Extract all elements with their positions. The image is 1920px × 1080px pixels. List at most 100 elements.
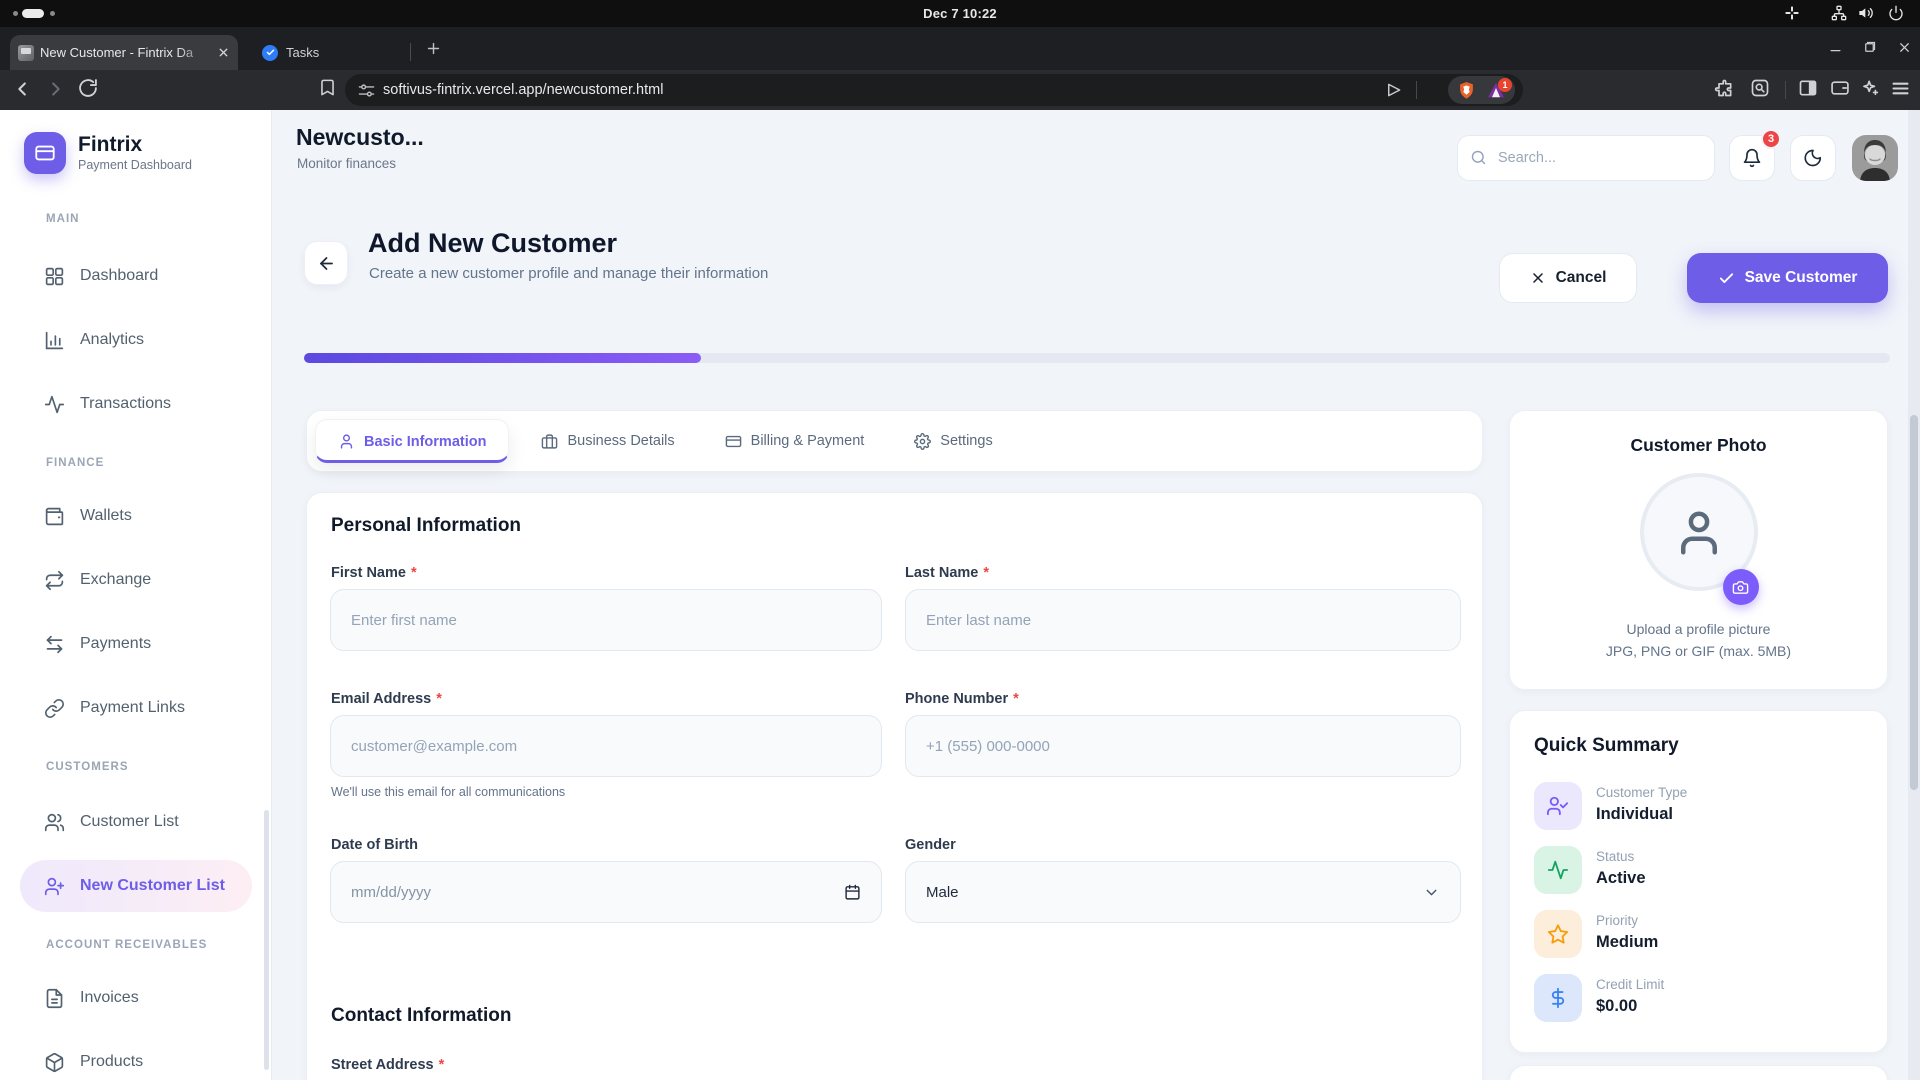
sidebar-item-exchange[interactable]: Exchange bbox=[20, 557, 252, 603]
sidebar-scrollbar[interactable] bbox=[264, 810, 269, 1070]
last-name-input[interactable] bbox=[906, 590, 1460, 650]
sidebar-item-new-customer-list[interactable]: New Customer List bbox=[20, 860, 252, 912]
sidebar-item-dashboard[interactable]: Dashboard bbox=[20, 253, 252, 299]
tab-label: Billing & Payment bbox=[750, 433, 865, 449]
link-icon bbox=[44, 698, 65, 718]
email-input[interactable] bbox=[331, 716, 881, 776]
power-icon[interactable] bbox=[1888, 5, 1904, 21]
summary-label: Priority bbox=[1596, 913, 1639, 928]
sidebar-item-payment-links[interactable]: Payment Links bbox=[20, 685, 252, 731]
tab-settings[interactable]: Settings bbox=[896, 420, 1010, 463]
network-icon[interactable] bbox=[1831, 5, 1847, 21]
back-nav-icon[interactable] bbox=[12, 78, 34, 100]
browser-tab-active[interactable]: New Customer - Fintrix Da bbox=[10, 35, 238, 70]
tab-basic-information[interactable]: Basic Information bbox=[315, 419, 510, 463]
search-input[interactable] bbox=[1457, 135, 1715, 181]
summary-label: Status bbox=[1596, 849, 1635, 864]
summary-value: Individual bbox=[1596, 805, 1674, 823]
sidebar-item-transactions[interactable]: Transactions bbox=[20, 381, 252, 427]
sidebar-item-payments[interactable]: Payments bbox=[20, 621, 252, 667]
summary-label: Credit Limit bbox=[1596, 977, 1665, 992]
window-maximize-icon[interactable] bbox=[1862, 40, 1877, 55]
search-tabs-icon[interactable] bbox=[1750, 78, 1770, 98]
reload-icon[interactable] bbox=[78, 78, 98, 98]
tab-favicon bbox=[18, 44, 34, 61]
save-customer-button[interactable]: Save Customer bbox=[1687, 253, 1888, 303]
url-bar[interactable]: softivus-fintrix.vercel.app/newcustomer.… bbox=[345, 74, 1523, 106]
sidebar-item-label: Payment Links bbox=[80, 699, 185, 716]
send-to-device-icon[interactable] bbox=[1385, 81, 1403, 99]
extensions-puzzle-icon[interactable] bbox=[1714, 78, 1734, 98]
system-clock[interactable]: Dec 7 10:22 bbox=[923, 6, 997, 21]
bookmark-icon[interactable] bbox=[318, 78, 337, 97]
dob-input[interactable]: mm/dd/yyyy bbox=[330, 861, 882, 923]
section-title-personal: Personal Information bbox=[331, 515, 522, 536]
workspace-dot[interactable] bbox=[50, 11, 55, 16]
user-avatar[interactable] bbox=[1852, 135, 1898, 181]
sidebar-section-finance: FINANCE bbox=[46, 457, 105, 469]
dollar-icon bbox=[1534, 974, 1582, 1022]
volume-icon[interactable] bbox=[1858, 5, 1874, 21]
users-icon bbox=[44, 813, 65, 831]
brand-subtitle: Payment Dashboard bbox=[78, 158, 192, 172]
fintrix-logo[interactable] bbox=[24, 132, 66, 174]
workspaces-icon[interactable] bbox=[1784, 5, 1800, 21]
urlbar-divider bbox=[1416, 81, 1417, 99]
back-button[interactable] bbox=[304, 241, 348, 285]
sidebar-item-products[interactable]: Products bbox=[20, 1039, 252, 1080]
cancel-button[interactable]: Cancel bbox=[1499, 253, 1637, 303]
url-text[interactable]: softivus-fintrix.vercel.app/newcustomer.… bbox=[383, 82, 664, 98]
first-name-input[interactable] bbox=[331, 590, 881, 650]
notification-badge: 3 bbox=[1761, 129, 1781, 149]
page-title: Add New Customer bbox=[368, 228, 618, 258]
sidebar-item-customer-list[interactable]: Customer List bbox=[20, 799, 252, 845]
sidebar-toggle-icon[interactable] bbox=[1798, 78, 1818, 98]
sidebar-item-invoices[interactable]: Invoices bbox=[20, 975, 252, 1021]
progress-fill bbox=[304, 353, 701, 363]
first-name-label: First Name * bbox=[331, 565, 417, 581]
window-minimize-icon[interactable] bbox=[1828, 40, 1843, 55]
required-asterisk: * bbox=[1013, 691, 1019, 707]
payments-icon bbox=[46, 635, 63, 653]
briefcase-icon bbox=[542, 433, 558, 449]
required-asterisk: * bbox=[983, 565, 989, 581]
system-top-bar: Dec 7 10:22 bbox=[0, 0, 1920, 27]
menu-hamburger-icon[interactable] bbox=[1890, 78, 1911, 99]
window-close-icon[interactable] bbox=[1897, 40, 1912, 55]
calendar-icon[interactable] bbox=[844, 884, 861, 901]
search-box bbox=[1457, 135, 1715, 181]
page-scrollbar-thumb[interactable] bbox=[1910, 415, 1918, 790]
quick-summary-card: Quick Summary Customer Type Individual S… bbox=[1509, 710, 1888, 1053]
tab-close-icon[interactable] bbox=[217, 46, 230, 59]
tab-title: Tasks bbox=[286, 45, 320, 60]
browser-tab-tasks[interactable]: Tasks bbox=[252, 35, 402, 70]
extension-triangle-icon[interactable]: 1 bbox=[1487, 78, 1512, 98]
wallet-icon-toolbar[interactable] bbox=[1830, 78, 1850, 98]
workspace-dot[interactable] bbox=[13, 11, 18, 16]
tab-business-details[interactable]: Business Details bbox=[523, 420, 692, 463]
gender-select[interactable]: Male bbox=[905, 861, 1461, 923]
tab-billing-payment[interactable]: Billing & Payment bbox=[707, 420, 883, 463]
page-scrollbar-track[interactable] bbox=[1908, 110, 1920, 1080]
summary-value: Medium bbox=[1596, 933, 1659, 951]
sidebar-item-label: Products bbox=[80, 1053, 144, 1070]
forward-nav-icon[interactable] bbox=[44, 78, 66, 100]
sidebar-item-label: Payments bbox=[80, 635, 152, 652]
leo-ai-sparkles-icon[interactable] bbox=[1860, 78, 1880, 98]
phone-input[interactable] bbox=[906, 716, 1460, 776]
page-header-title: Newcusto... bbox=[296, 124, 424, 150]
personal-information-card: Personal Information First Name * Last Na… bbox=[306, 492, 1483, 1080]
sidebar-item-analytics[interactable]: Analytics bbox=[20, 317, 252, 363]
upload-photo-button[interactable] bbox=[1722, 569, 1759, 605]
form-progress-track bbox=[304, 353, 1890, 363]
new-tab-icon[interactable] bbox=[425, 40, 442, 57]
page-subtitle: Create a new customer profile and manage… bbox=[369, 265, 769, 282]
user-check-icon bbox=[1534, 782, 1582, 830]
sidebar-item-wallets[interactable]: Wallets bbox=[20, 493, 252, 539]
notifications-button[interactable]: 3 bbox=[1729, 129, 1781, 181]
dark-mode-button[interactable] bbox=[1790, 135, 1836, 181]
workspace-active-pill[interactable] bbox=[22, 9, 44, 18]
brave-shield-icon[interactable] bbox=[1458, 81, 1475, 100]
site-settings-icon[interactable] bbox=[358, 82, 375, 99]
star-icon bbox=[1534, 910, 1582, 958]
